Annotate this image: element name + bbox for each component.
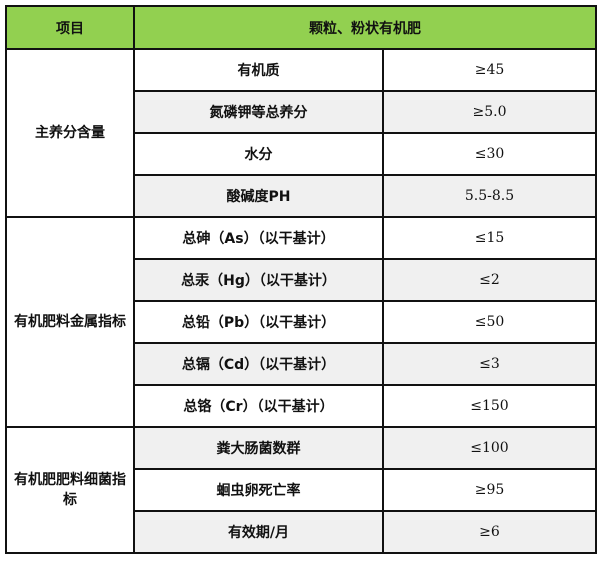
group-label: 主养分含量: [5, 48, 135, 218]
item-value: 5.5-8.5: [382, 174, 597, 218]
table-row: 总铬（Cr）（以干基计） ≤150: [6, 384, 597, 428]
item-name: 总砷（As）（以干基计）: [133, 216, 384, 260]
item-name: 有机质: [133, 48, 384, 92]
item-value: ≤2: [382, 258, 597, 302]
table-row: 主养分含量 有机质 ≥45: [5, 48, 597, 218]
group-label: 有机肥肥料细菌指标: [5, 426, 135, 554]
table-row: 蛔虫卵死亡率 ≥95: [6, 468, 597, 512]
item-name: 总镉（Cd）（以干基计）: [133, 342, 384, 386]
table-row: 总汞（Hg）（以干基计） ≤2: [6, 258, 597, 302]
header-row: 项目 颗粒、粉状有机肥: [5, 5, 597, 50]
table-row: 总镉（Cd）（以干基计） ≤3: [6, 342, 597, 386]
table-row: 氮磷钾等总养分 ≥5.0: [6, 90, 597, 134]
table-row: 有机肥肥料细菌指标 粪大肠菌数群 ≤100: [5, 426, 597, 554]
item-name: 总铬（Cr）（以干基计）: [133, 384, 384, 428]
table-body: 主养分含量 有机质 ≥45 氮磷钾等总养分 ≥5.0 水分 ≤30 酸碱度PH 5.5-8.5 有…: [5, 48, 597, 554]
item-name: 有效期/月: [133, 510, 384, 554]
item-value: ≤100: [382, 426, 597, 470]
table-row: 有机肥料金属指标 总砷（As）（以干基计） ≤15: [5, 216, 597, 428]
item-value: ≤150: [382, 384, 597, 428]
item-value: ≤50: [382, 300, 597, 344]
item-value: ≤15: [382, 216, 597, 260]
group-label: 有机肥料金属指标: [5, 216, 135, 428]
table-row: 水分 ≤30: [6, 132, 597, 176]
item-name: 总铅（Pb）（以干基计）: [133, 300, 384, 344]
item-name: 蛔虫卵死亡率: [133, 468, 384, 512]
item-value: ≥6: [382, 510, 597, 554]
item-value: ≥45: [382, 48, 597, 92]
item-value: ≥95: [382, 468, 597, 512]
item-value: ≥5.0: [382, 90, 597, 134]
item-value: ≤30: [382, 132, 597, 176]
item-value: ≤3: [382, 342, 597, 386]
item-name: 氮磷钾等总养分: [133, 90, 384, 134]
table-row: 总铅（Pb）（以干基计） ≤50: [6, 300, 597, 344]
item-name: 酸碱度PH: [133, 174, 384, 218]
header-item: 项目: [5, 5, 135, 50]
item-name: 粪大肠菌数群: [133, 426, 384, 470]
table-row: 有效期/月 ≥6: [6, 510, 597, 554]
item-name: 水分: [133, 132, 384, 176]
item-name: 总汞（Hg）（以干基计）: [133, 258, 384, 302]
header-product: 颗粒、粉状有机肥: [133, 5, 597, 50]
table-row: 酸碱度PH 5.5-8.5: [6, 174, 597, 218]
fertilizer-spec-table: 项目 颗粒、粉状有机肥 主养分含量 有机质 ≥45 氮磷钾等总养分 ≥5.0 水分 ≤30 酸…: [5, 5, 597, 554]
